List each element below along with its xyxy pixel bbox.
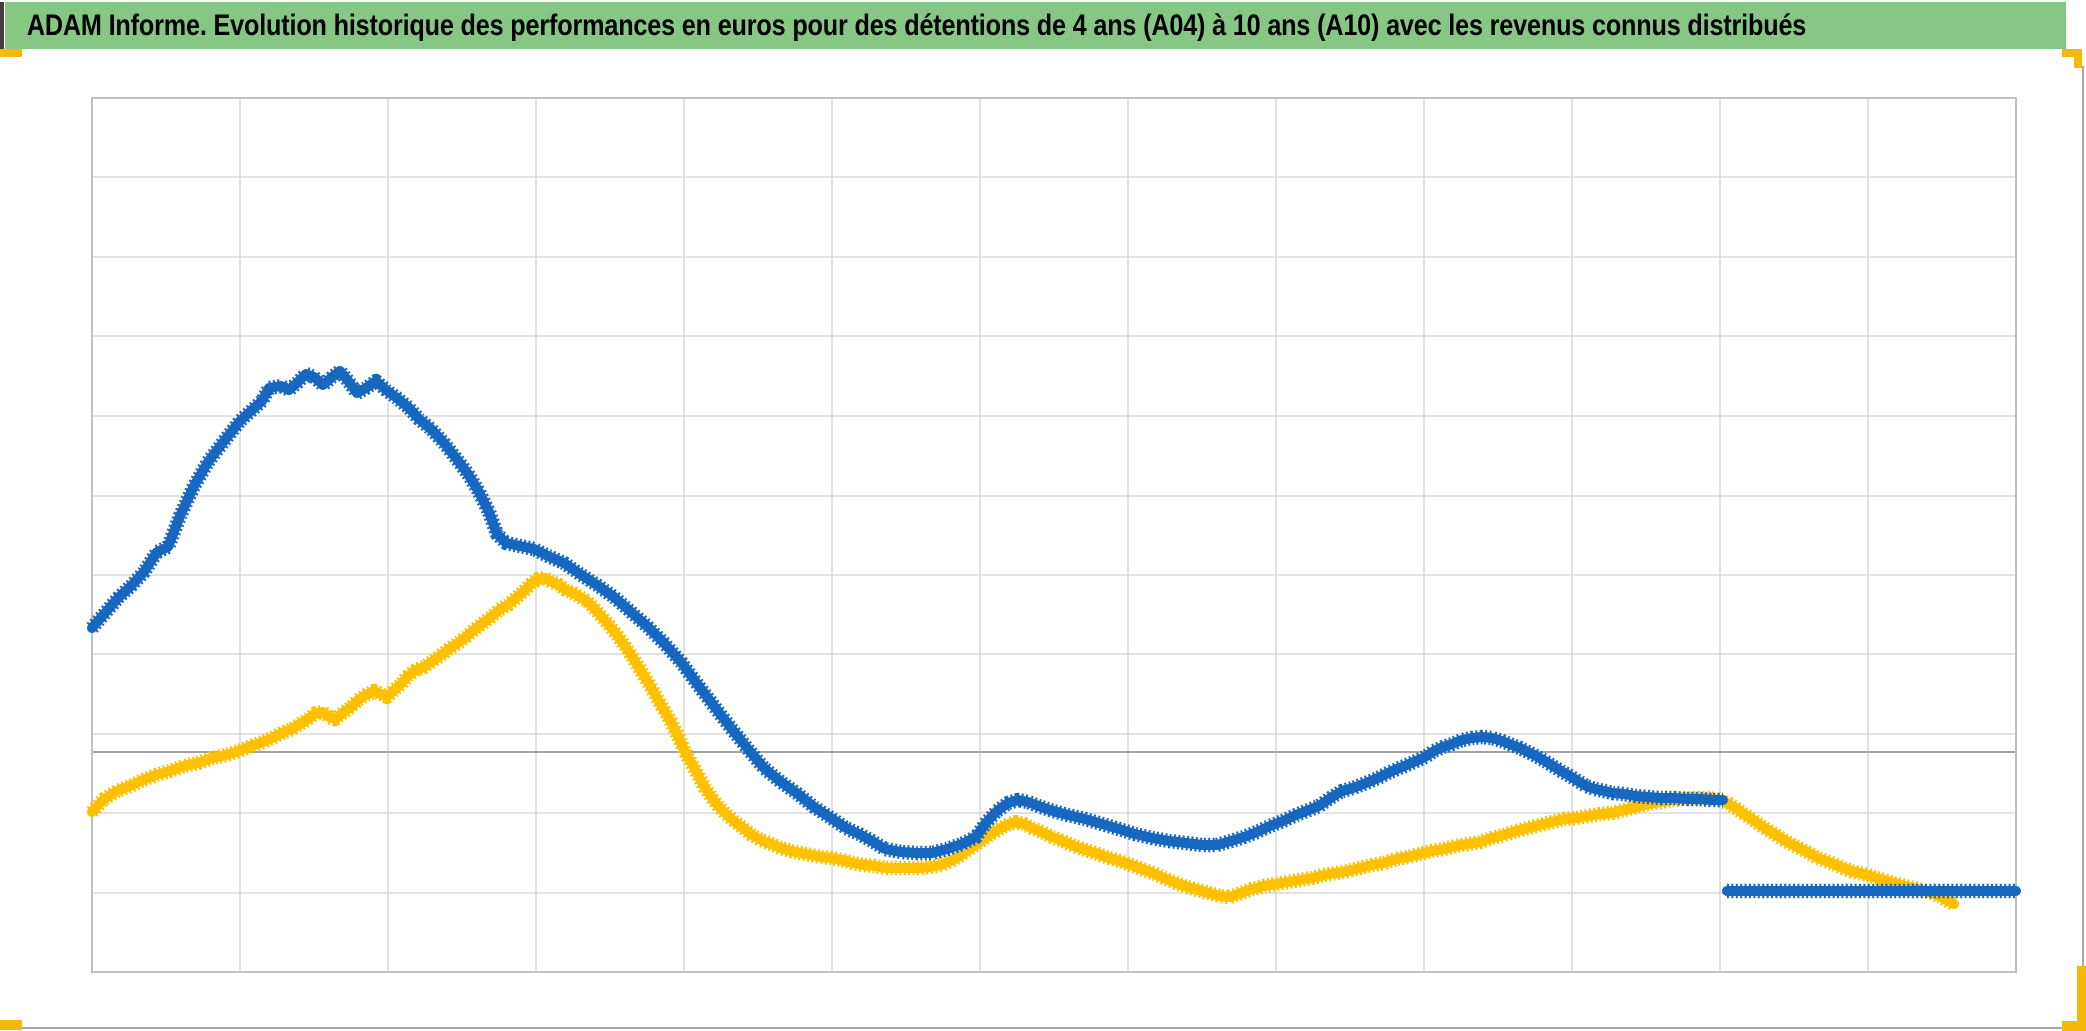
page-title: ADAM Informe. Evolution historique des p… [26, 8, 1807, 42]
plot-area-frame [91, 97, 2017, 973]
corner-accent-bottom-left [0, 1020, 22, 1030]
corner-accent-bottom-right-horizontal [2062, 1021, 2086, 1031]
right-border-line [2082, 66, 2084, 1028]
corner-accent-top-left [0, 49, 22, 57]
title-bar: ADAM Informe. Evolution historique des p… [5, 2, 2066, 49]
yellow-line-series [86, 570, 1959, 911]
left-edge-line [0, 2, 4, 49]
corner-accent-bottom-right-vertical [2077, 966, 2086, 1031]
corner-accent-top-right-horizontal [2062, 49, 2082, 57]
blue-line-series [86, 363, 1728, 861]
bottom-border-line [0, 1027, 2084, 1029]
corner-accent-top-right-vertical [2074, 49, 2082, 68]
